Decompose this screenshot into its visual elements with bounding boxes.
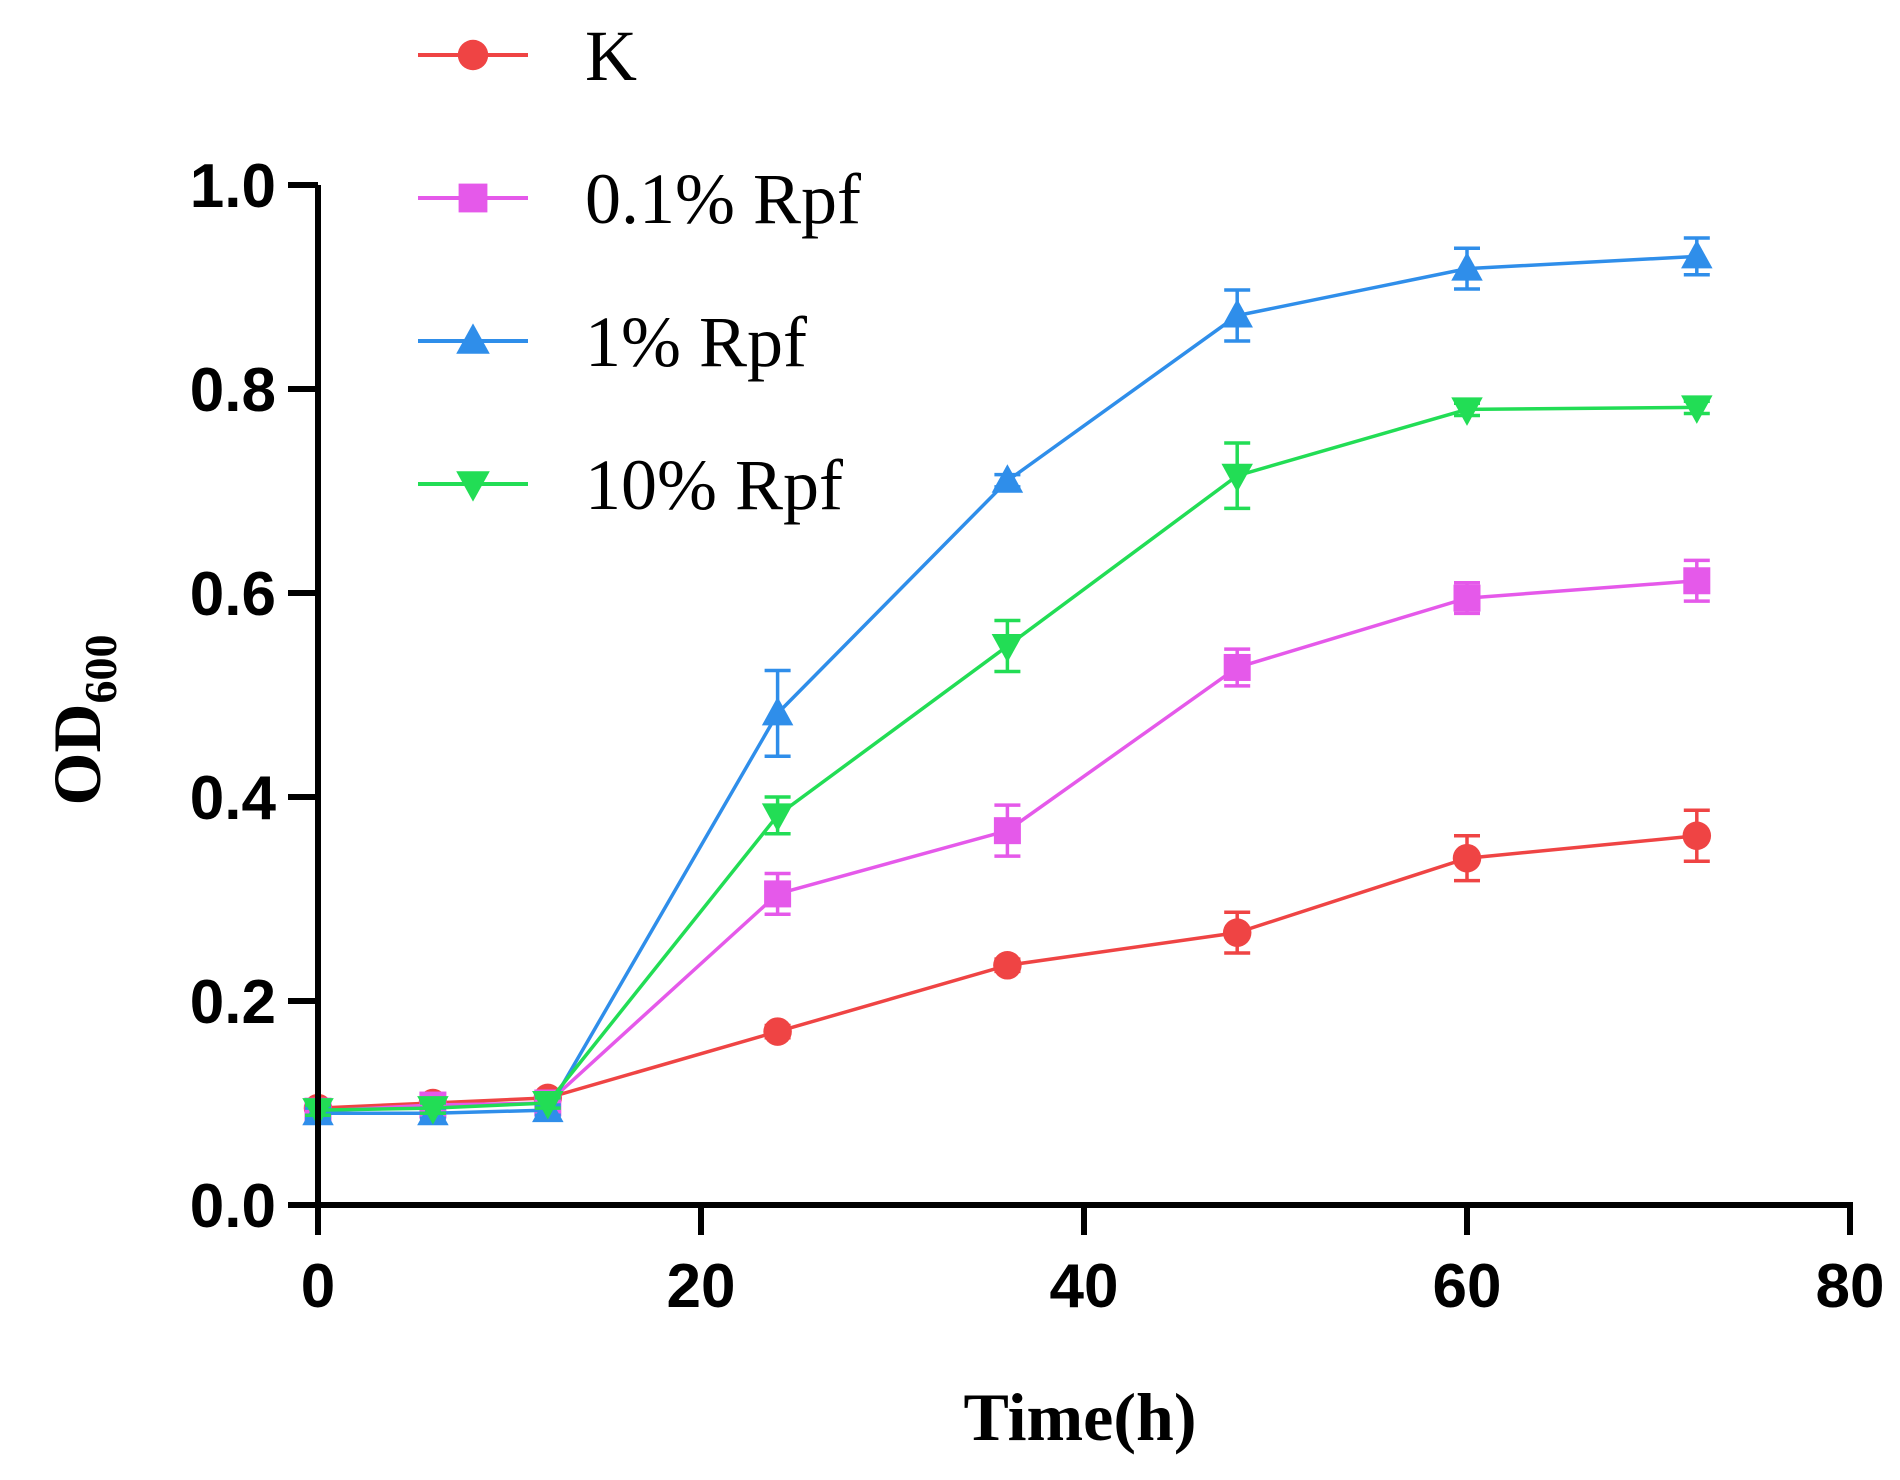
data-point — [1451, 252, 1483, 281]
data-point — [761, 696, 794, 726]
legend-label: 1% Rpf — [585, 302, 807, 382]
legend: K 0.1% Rpf 1% Rpf 10% Rpf — [418, 16, 861, 525]
data-point — [761, 803, 794, 832]
y-axis-title-main: OD — [39, 704, 115, 806]
x-tick-label: 0 — [301, 1252, 335, 1321]
y-axis-title-subscript: 600 — [75, 635, 126, 704]
data-point — [1683, 567, 1711, 595]
legend-item: K — [418, 16, 637, 96]
series-3 — [302, 395, 1713, 1127]
data-point — [764, 880, 792, 908]
data-point — [1682, 821, 1712, 851]
y-axis-title: OD600 — [39, 635, 126, 806]
series-line — [317, 579, 1697, 1113]
legend-label: 10% Rpf — [585, 445, 843, 525]
y-tick-label: 0.6 — [190, 560, 276, 629]
legend-item: 10% Rpf — [418, 445, 843, 525]
data-point — [1223, 653, 1251, 681]
axes: 0.0 0.2 0.4 0.6 0.8 1.0 0 20 40 60 80 — [190, 152, 1885, 1321]
y-tick-label: 0.0 — [190, 1172, 276, 1241]
series-layer — [302, 236, 1713, 1127]
data-point — [763, 1017, 792, 1046]
legend-swatch-marker — [458, 183, 488, 213]
y-ticks: 0.0 0.2 0.4 0.6 0.8 1.0 — [190, 152, 318, 1241]
legend-item: 0.1% Rpf — [418, 159, 861, 239]
data-point — [993, 951, 1022, 980]
x-tick-label: 20 — [667, 1252, 736, 1321]
legend-swatch-marker — [456, 471, 490, 502]
series-2 — [302, 236, 1713, 1126]
x-ticks: 0 20 40 60 80 — [301, 1205, 1885, 1321]
series-line — [317, 405, 1697, 1112]
data-point — [1451, 397, 1483, 426]
data-point — [1681, 239, 1713, 269]
x-axis-title: Time(h) — [964, 1379, 1197, 1455]
data-point — [1453, 584, 1481, 612]
y-tick-label: 1.0 — [190, 152, 276, 221]
legend-label: 0.1% Rpf — [585, 159, 861, 239]
data-point — [1681, 395, 1713, 424]
data-point — [993, 817, 1021, 845]
x-tick-label: 80 — [1816, 1252, 1885, 1321]
x-tick-label: 60 — [1433, 1252, 1502, 1321]
legend-swatch-marker — [456, 323, 490, 354]
data-point — [1222, 918, 1252, 947]
data-point — [1221, 299, 1253, 328]
data-point — [991, 634, 1024, 663]
y-tick-label: 0.2 — [190, 968, 276, 1037]
data-point — [417, 1096, 449, 1125]
data-point — [532, 1091, 564, 1120]
data-point — [1221, 463, 1253, 493]
data-point — [991, 464, 1024, 493]
y-tick-label: 0.8 — [190, 356, 276, 425]
legend-item: 1% Rpf — [418, 302, 807, 382]
legend-label: K — [585, 16, 637, 96]
series-line — [317, 834, 1697, 1110]
data-point — [1452, 843, 1482, 873]
x-tick-label: 40 — [1050, 1252, 1119, 1321]
legend-swatch-marker — [457, 39, 489, 71]
y-tick-label: 0.4 — [190, 764, 277, 833]
series-line — [318, 254, 1697, 1115]
